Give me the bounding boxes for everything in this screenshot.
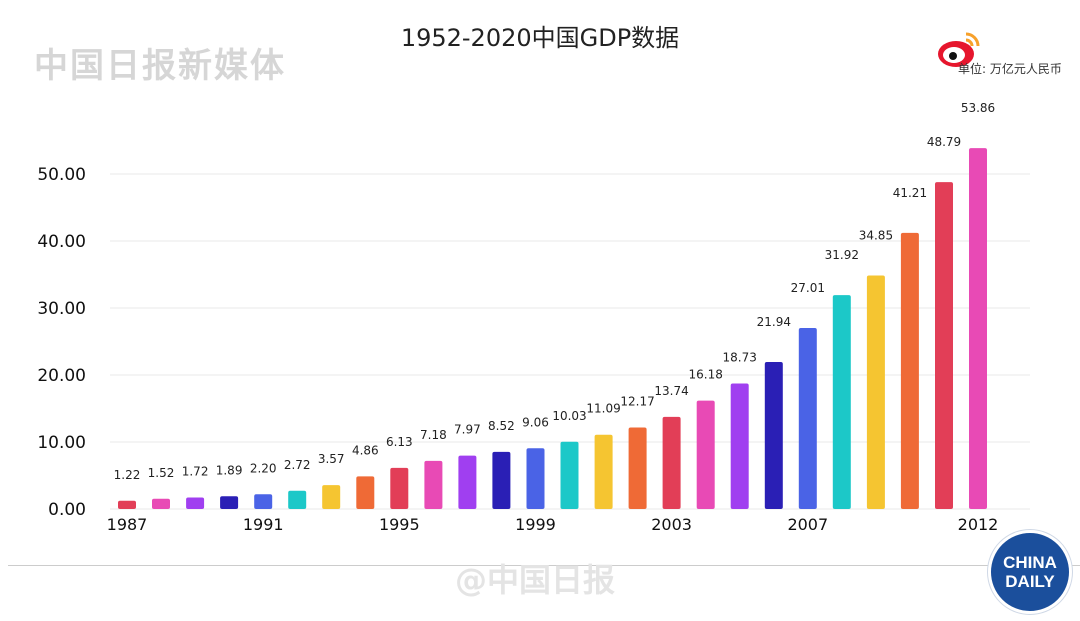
value-label-2010: 41.21 [893, 186, 927, 200]
bar-1996 [424, 460, 443, 509]
bar-1999 [526, 448, 545, 509]
chart-title: 1952-2020中国GDP数据 [400, 24, 680, 52]
bar-2004 [696, 400, 715, 509]
value-labels: 1.22 1.52 1.72 1.89 2.20 2.72 3.57 4.86 6.13 7.18… [114, 101, 996, 482]
value-label-1992: 2.72 [284, 458, 311, 472]
bar-1987 [118, 500, 136, 509]
unit-label: 单位: 万亿元人民币 [958, 62, 1062, 76]
bars [118, 148, 987, 509]
value-label-2003: 13.74 [654, 384, 688, 398]
x-tick-label: 1999 [515, 515, 556, 534]
x-tick-label: 1995 [379, 515, 420, 534]
value-label-2007: 27.01 [791, 281, 825, 295]
bar-1994 [356, 476, 375, 509]
y-tick-label: 40.00 [37, 232, 86, 252]
bar-2008 [832, 295, 851, 509]
value-label-1994: 4.86 [352, 443, 379, 457]
bar-2002 [628, 427, 647, 509]
bar-2010 [900, 232, 919, 509]
x-tick-label: 1987 [107, 515, 148, 534]
value-label-2005: 18.73 [723, 351, 757, 365]
x-tick-label: 1991 [243, 515, 284, 534]
value-label-2002: 12.17 [620, 395, 654, 409]
bar-2003 [662, 416, 681, 509]
bar-2006 [764, 362, 783, 509]
weibo-logo-icon [938, 32, 980, 67]
value-label-1989: 1.72 [182, 465, 209, 479]
china-daily-badge: CHINA DAILY [988, 530, 1072, 614]
value-label-1991: 2.20 [250, 461, 277, 475]
value-label-2006: 21.94 [757, 315, 791, 329]
bar-1998 [492, 451, 511, 509]
value-label-1995: 6.13 [386, 435, 413, 449]
value-label-2004: 16.18 [689, 368, 723, 382]
badge-line2: DAILY [1005, 572, 1055, 591]
value-label-1999: 9.06 [522, 415, 549, 429]
watermark-brand: 中国日报新媒体 [34, 46, 286, 86]
value-label-2011: 48.79 [927, 135, 961, 149]
y-tick-label: 30.00 [37, 299, 86, 319]
bar-1989 [186, 497, 205, 509]
value-label-2012: 53.86 [961, 101, 995, 115]
value-label-2009: 34.85 [859, 229, 893, 243]
x-tick-label: 2007 [787, 515, 828, 534]
value-label-1987: 1.22 [114, 468, 141, 482]
bar-1993 [322, 485, 341, 509]
value-label-1990: 1.89 [216, 463, 243, 477]
bar-1990 [220, 496, 239, 509]
bar-2011 [935, 182, 953, 509]
y-tick-label: 10.00 [37, 433, 86, 453]
value-label-1997: 7.97 [454, 423, 481, 437]
bar-1997 [458, 455, 477, 509]
y-tick-label: 20.00 [37, 366, 86, 386]
bar-1991 [254, 494, 273, 509]
y-axis: 0.00 10.00 20.00 30.00 40.00 50.00 [37, 165, 86, 520]
bar-2001 [594, 434, 613, 509]
bar-2012 [969, 148, 987, 509]
x-axis: 1987 1991 1995 1999 2003 2007 2012 [107, 515, 999, 534]
value-label-1988: 1.52 [148, 466, 175, 480]
bar-2000 [560, 441, 579, 509]
bar-2005 [730, 383, 749, 509]
y-tick-label: 0.00 [48, 500, 86, 520]
bar-1988 [152, 498, 170, 509]
value-label-2001: 11.09 [586, 402, 620, 416]
bar-1992 [288, 490, 307, 509]
badge-line1: CHINA [1003, 553, 1057, 572]
bottom-divider [8, 565, 1080, 566]
value-label-2000: 10.03 [552, 409, 586, 423]
x-tick-label: 2012 [958, 515, 999, 534]
bar-1995 [390, 467, 409, 509]
value-label-1996: 7.18 [420, 428, 447, 442]
watermark-bottom: @中国日报 [455, 561, 616, 599]
value-label-2008: 31.92 [825, 248, 859, 262]
y-tick-label: 50.00 [37, 165, 86, 185]
bar-2009 [866, 275, 885, 509]
value-label-1993: 3.57 [318, 452, 345, 466]
bar-2007 [798, 328, 817, 509]
x-tick-label: 2003 [651, 515, 692, 534]
value-label-1998: 8.52 [488, 419, 515, 433]
